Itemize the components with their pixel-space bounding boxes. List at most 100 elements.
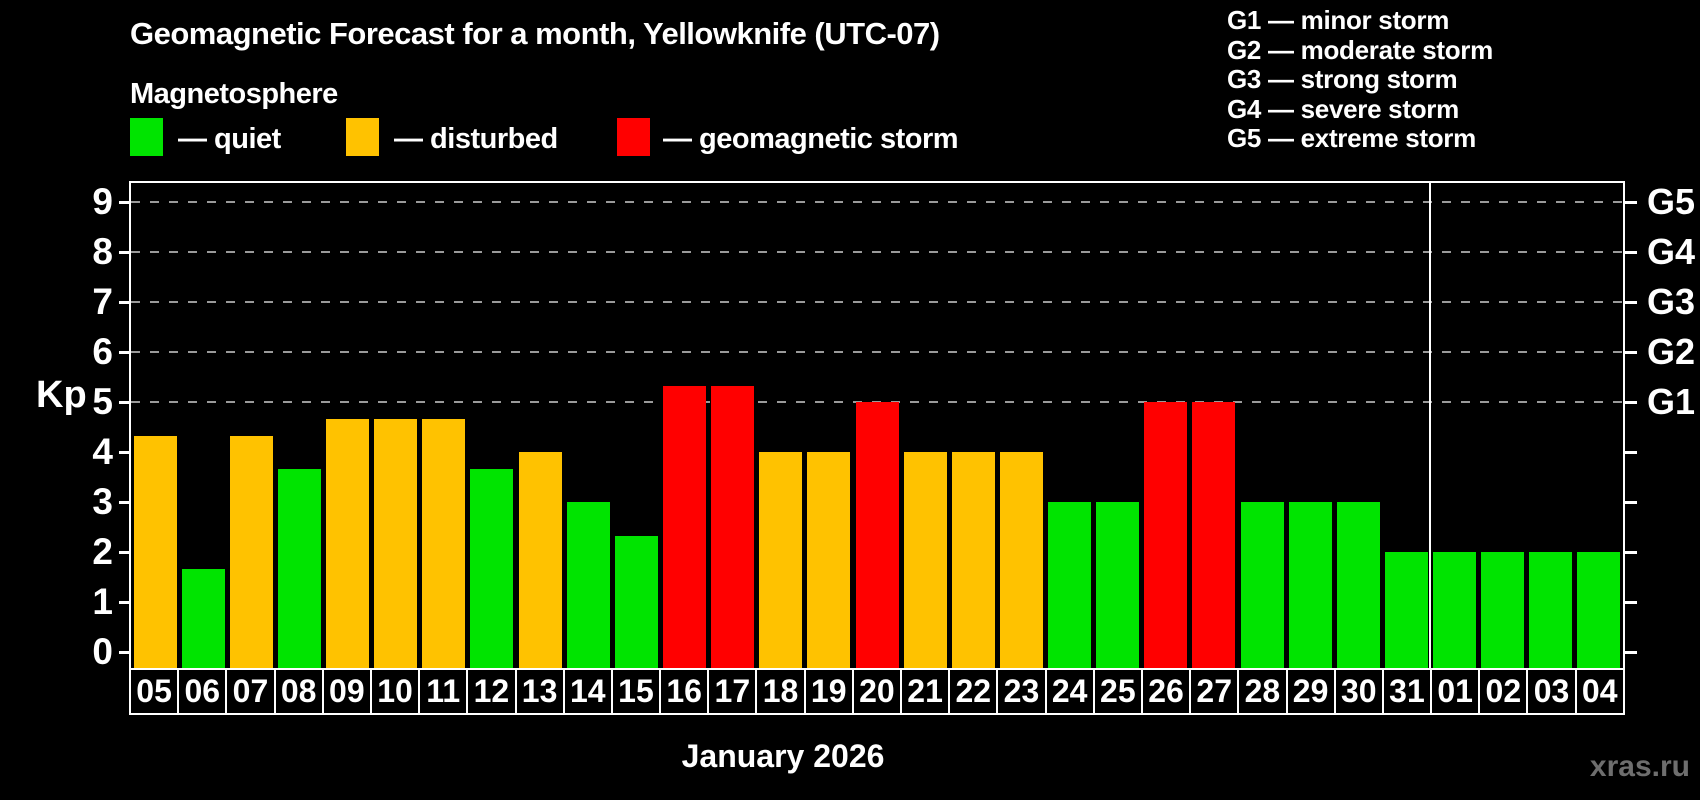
y-tick-0 [119,651,131,654]
right-tick-4 [1625,451,1637,454]
bar-day-26 [1144,402,1188,668]
right-tick-6 [1625,351,1637,354]
y-tick-label-6: 6 [92,331,113,372]
bar-day-15 [614,535,658,668]
date-cell-10: 10 [369,670,418,713]
date-cell-23: 23 [996,670,1044,713]
chart-title: Geomagnetic Forecast for a month, Yellow… [130,16,940,51]
g-legend-line-4: G4 — severe storm [1227,93,1459,124]
y-tick-8 [119,251,131,254]
y-tick-label-9: 9 [92,181,113,222]
date-cell-27: 27 [1189,670,1237,713]
y-tick-1 [119,601,131,604]
g-legend-line-2: G2 — moderate storm [1227,34,1493,65]
g-legend-line-3: G3 — strong storm [1227,64,1458,94]
bar-day-12 [470,468,514,668]
date-cell-04: 04 [1574,670,1623,713]
legend-label-storm: — geomagnetic storm [663,123,959,155]
date-cell-05: 05 [136,673,172,709]
bar-day-02 [1481,552,1525,668]
bar-day-17 [711,385,755,668]
gridline-kp-6 [131,351,1623,353]
bar-day-22 [951,452,995,668]
bar-day-21 [903,452,947,668]
date-cell-21: 21 [900,670,948,713]
y-tick-4 [119,451,131,454]
bar-day-11 [422,418,466,668]
date-cell-13: 13 [514,670,563,713]
gridline-kp-8 [131,251,1623,253]
bar-day-06 [181,568,225,668]
right-tick-3 [1625,501,1637,504]
bar-day-25 [1096,502,1140,668]
date-cell-26: 26 [1140,670,1189,713]
y-tick-5 [119,401,131,404]
bar-day-29 [1288,502,1332,668]
g-legend-line-5: G5 — extreme storm [1227,123,1476,153]
y-tick-label-1: 1 [92,581,113,622]
g-scale-legend: G1 — minor storm G2 — moderate storm G3 — … [1227,5,1493,154]
bar-day-27 [1192,402,1236,668]
bar-day-07 [229,435,273,668]
date-cell-22: 22 [948,670,996,713]
date-cell-09: 09 [321,670,370,713]
date-cell-06: 06 [177,670,225,713]
date-cell-20: 20 [851,670,900,713]
y-tick-label-3: 3 [92,481,113,522]
bar-day-28 [1240,502,1284,668]
bar-day-04 [1577,552,1621,668]
y-tick-label-2: 2 [92,531,113,572]
y-tick-7 [119,301,131,304]
chart-subtitle: Magnetosphere [130,78,338,110]
right-tick-0 [1625,651,1637,654]
bar-day-18 [759,452,803,668]
g-legend-line-1: G1 — minor storm [1227,5,1450,35]
date-cell-29: 29 [1285,670,1334,713]
date-cell-03: 03 [1526,670,1574,713]
right-axis-label-G2: G2 [1647,331,1696,372]
date-cell-15: 15 [610,670,659,713]
right-tick-9 [1625,201,1637,204]
bar-day-13 [518,452,562,668]
y-tick-label-0: 0 [92,631,113,672]
right-tick-7 [1625,301,1637,304]
right-axis-label-G5: G5 [1647,181,1696,222]
bar-day-19 [807,452,851,668]
right-tick-2 [1625,551,1637,554]
y-tick-label-8: 8 [92,231,113,272]
y-tick-3 [119,501,131,504]
legend-label-disturbed: — disturbed [394,123,558,155]
bar-day-05 [133,435,177,668]
date-cell-18: 18 [755,670,803,713]
legend-swatch-quiet [130,118,163,156]
right-axis-label-G1: G1 [1647,381,1696,422]
date-cell-11: 11 [418,670,466,713]
y-tick-6 [119,351,131,354]
bar-day-09 [326,418,370,668]
legend-label-quiet: — quiet [178,123,281,155]
x-axis-date-row: 05 06 07 08 09 10 11 12 13 14 15 16 17 18 19 20 21 22 23 24… [129,668,1625,715]
right-axis-label-G4: G4 [1647,231,1696,272]
date-cell-19: 19 [803,670,852,713]
date-cell-30: 30 [1333,670,1382,713]
bar-day-20 [855,402,899,668]
bar-day-10 [374,418,418,668]
date-cell-25: 25 [1092,670,1141,713]
date-cell-12: 12 [466,670,514,713]
date-cell-28: 28 [1237,670,1285,713]
date-cell-08: 08 [273,670,322,713]
bar-day-23 [999,452,1043,668]
y-tick-9 [119,201,131,204]
y-axis-title: Kp [36,374,87,416]
month-boundary-line [1429,183,1432,668]
y-tick-label-5: 5 [92,381,113,422]
gridline-kp-9 [131,201,1623,203]
right-tick-5 [1625,401,1637,404]
right-tick-8 [1625,251,1637,254]
y-tick-2 [119,551,131,554]
right-tick-1 [1625,601,1637,604]
right-axis-label-G3: G3 [1647,281,1696,322]
bar-day-03 [1529,552,1573,668]
x-axis-month-label: January 2026 [681,738,885,774]
